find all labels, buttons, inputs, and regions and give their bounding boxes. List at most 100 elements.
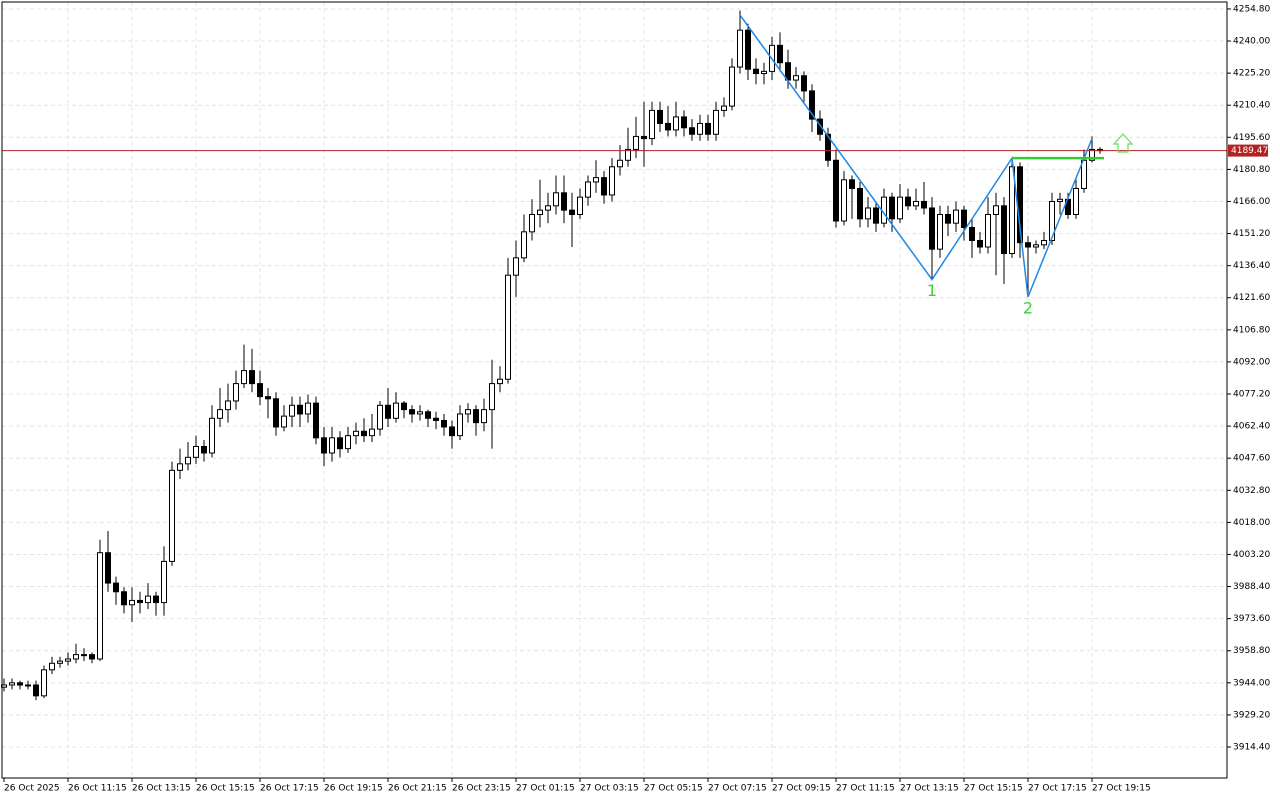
candle-body bbox=[633, 135, 639, 150]
candle-body bbox=[313, 402, 319, 439]
candle-body bbox=[497, 378, 503, 385]
candle-body bbox=[921, 200, 927, 209]
candle-body bbox=[401, 402, 407, 411]
candle-body bbox=[225, 400, 231, 411]
candle-body bbox=[129, 599, 135, 606]
candle-body bbox=[513, 257, 519, 276]
y-tick-label: 4166.00 bbox=[1233, 197, 1270, 207]
candle-body bbox=[945, 213, 951, 224]
candle-body bbox=[657, 109, 663, 124]
candle-body bbox=[361, 430, 367, 437]
candle-body bbox=[257, 383, 263, 398]
candle-body bbox=[393, 402, 399, 419]
candle-body bbox=[969, 226, 975, 242]
candle-body bbox=[241, 370, 247, 385]
candle-body bbox=[1001, 205, 1007, 255]
candle-body bbox=[161, 560, 167, 604]
candle-body bbox=[857, 187, 863, 220]
candle-body bbox=[545, 205, 551, 211]
candle-body bbox=[177, 463, 183, 471]
y-tick-label: 4254.80 bbox=[1233, 4, 1270, 14]
y-tick-label: 4121.60 bbox=[1233, 293, 1270, 303]
y-tick-label: 4195.60 bbox=[1233, 133, 1270, 143]
candle-body bbox=[577, 196, 583, 215]
y-tick-label: 4003.20 bbox=[1233, 550, 1270, 560]
candle-body bbox=[201, 445, 207, 454]
candle-body bbox=[937, 213, 943, 250]
candle-body bbox=[465, 409, 471, 415]
candle-body bbox=[25, 684, 31, 687]
grid bbox=[2, 2, 1227, 778]
buy-arrow bbox=[1112, 133, 1134, 153]
y-tick-label: 4047.60 bbox=[1233, 454, 1270, 464]
candle-body bbox=[73, 654, 79, 660]
candle-body bbox=[65, 658, 71, 662]
y-tick-label: 4225.20 bbox=[1233, 69, 1270, 79]
candle-body bbox=[609, 166, 615, 196]
candle-body bbox=[553, 192, 559, 207]
candle-body bbox=[1009, 166, 1015, 255]
x-tick-label: 26 Oct 19:15 bbox=[324, 784, 383, 794]
candle-body bbox=[705, 122, 711, 135]
candle-body bbox=[145, 595, 151, 604]
x-tick-label: 27 Oct 19:15 bbox=[1092, 784, 1151, 794]
candle-body bbox=[721, 105, 727, 111]
candle-body bbox=[169, 469, 175, 562]
y-tick-label: 4136.40 bbox=[1233, 261, 1270, 271]
candle-body bbox=[825, 133, 831, 161]
x-tick-label: 26 Oct 13:15 bbox=[132, 784, 191, 794]
candle-body bbox=[489, 383, 495, 411]
candle-body bbox=[737, 29, 743, 68]
y-tick-label: 4151.20 bbox=[1233, 229, 1270, 239]
x-tick-label: 26 Oct 11:15 bbox=[68, 784, 127, 794]
x-tick-label: 26 Oct 2025 bbox=[4, 784, 60, 794]
axes: 4254.80 4240.00 4225.20 4210.40 4195.60 4180.… bbox=[3, 4, 1270, 794]
candle-body bbox=[305, 402, 311, 415]
candle-body bbox=[569, 209, 575, 215]
candle-body bbox=[817, 118, 823, 135]
candle-body bbox=[105, 552, 111, 584]
candle-body bbox=[897, 196, 903, 220]
x-tick-label: 27 Oct 11:15 bbox=[836, 784, 895, 794]
candle-body bbox=[521, 231, 527, 259]
candle-body bbox=[505, 274, 511, 380]
candle-body bbox=[233, 383, 239, 402]
y-tick-label: 3958.80 bbox=[1233, 646, 1270, 656]
candle-body bbox=[433, 417, 439, 421]
candle-body bbox=[1073, 187, 1079, 215]
candle-body bbox=[473, 409, 479, 424]
x-tick-label: 27 Oct 01:15 bbox=[516, 784, 575, 794]
candle-body bbox=[601, 177, 607, 196]
candle-body bbox=[761, 70, 767, 75]
x-tick-label: 26 Oct 21:15 bbox=[388, 784, 447, 794]
candle-body bbox=[321, 437, 327, 454]
candle-body bbox=[905, 196, 911, 207]
candle-body bbox=[697, 122, 703, 135]
y-tick-label: 3988.40 bbox=[1233, 582, 1270, 592]
x-tick-label: 27 Oct 09:15 bbox=[772, 784, 831, 794]
candle-body bbox=[889, 196, 895, 220]
last-price-label: 4189.47 bbox=[1231, 146, 1268, 156]
x-tick-label: 26 Oct 23:15 bbox=[452, 784, 511, 794]
candle-body bbox=[17, 682, 23, 686]
candle-body bbox=[41, 669, 47, 697]
candle-body bbox=[345, 435, 351, 450]
candle-body bbox=[33, 684, 39, 697]
candle-body bbox=[913, 200, 919, 207]
y-tick-label: 3929.20 bbox=[1233, 710, 1270, 720]
x-tick-label: 27 Oct 17:15 bbox=[1028, 784, 1087, 794]
y-tick-label: 4106.80 bbox=[1233, 325, 1270, 335]
candle-body bbox=[441, 419, 447, 428]
candle-body bbox=[49, 662, 55, 671]
candle-body bbox=[801, 75, 807, 92]
candle-body bbox=[713, 109, 719, 135]
candle-body bbox=[729, 66, 735, 107]
candle-body bbox=[249, 370, 255, 385]
candle-body bbox=[689, 127, 695, 135]
y-tick-label: 4077.20 bbox=[1233, 390, 1270, 400]
candle-body bbox=[745, 29, 751, 70]
candle-body bbox=[841, 179, 847, 222]
candle-body bbox=[9, 682, 15, 686]
y-tick-label: 4092.00 bbox=[1233, 357, 1270, 367]
candle-body bbox=[1041, 240, 1047, 246]
